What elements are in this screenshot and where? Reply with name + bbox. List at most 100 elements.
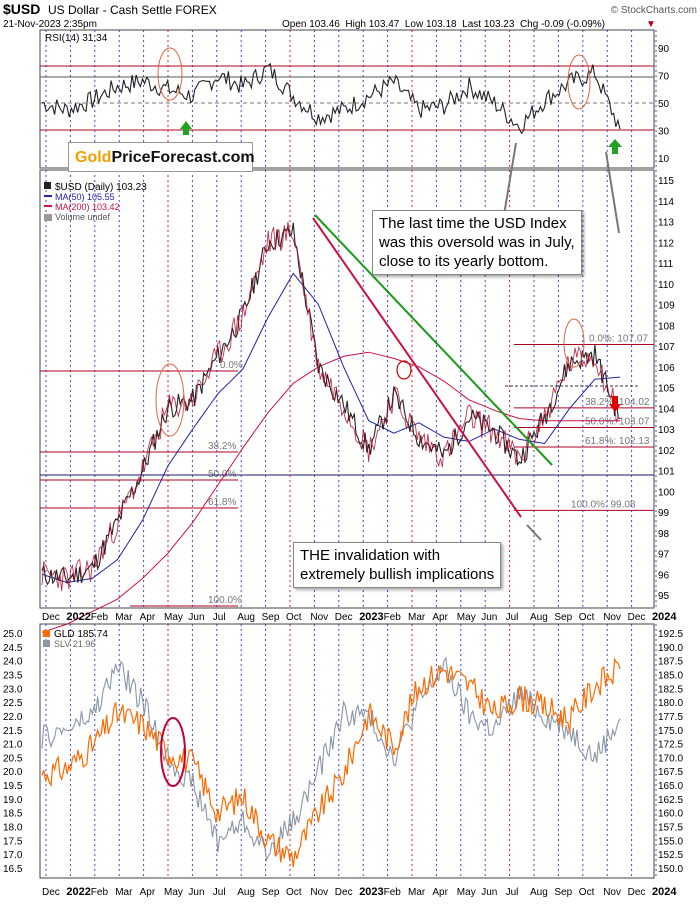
x-tick-label: Nov bbox=[603, 612, 621, 623]
x-tick-label: Jun bbox=[481, 612, 497, 623]
down-arrow-icon bbox=[609, 396, 621, 412]
x-tick-label: Feb bbox=[91, 612, 109, 623]
price-tick-label: 113 bbox=[658, 218, 674, 229]
x-tick-label: Jul bbox=[213, 612, 226, 623]
price-tick-label: 105 bbox=[658, 384, 675, 395]
x-tick-label: Jun bbox=[188, 887, 204, 898]
instrument-name: US Dollar - Cash Settle FOREX bbox=[48, 3, 217, 17]
x-tick-label: Mar bbox=[408, 887, 426, 898]
price-tick-label: 107 bbox=[658, 342, 675, 353]
gld-tick-label: 155.0 bbox=[658, 836, 683, 847]
price-tick-label: 98 bbox=[658, 529, 670, 540]
x-tick-label: Oct bbox=[286, 612, 302, 623]
quote-line: Open 103.46 High 103.47 Low 103.18 Last … bbox=[282, 19, 605, 30]
x-tick-label: Dec bbox=[335, 887, 353, 898]
slv-tick-label: 22.5 bbox=[3, 698, 23, 709]
x-tick-label: Sep bbox=[262, 612, 280, 623]
x-tick-label: Oct bbox=[579, 887, 595, 898]
gld-tick-label: 175.0 bbox=[658, 726, 683, 737]
x-tick-label: 2024 bbox=[652, 886, 677, 898]
price-tick-label: 106 bbox=[658, 363, 675, 374]
slv-tick-label: 20.5 bbox=[3, 753, 23, 764]
gld-tick-label: 182.5 bbox=[658, 684, 683, 695]
x-tick-label: 2022 bbox=[66, 886, 90, 898]
legend-ma50-swatch bbox=[44, 195, 52, 197]
slv-tick-label: 19.0 bbox=[3, 795, 23, 806]
x-tick-label: Jul bbox=[213, 887, 226, 898]
price-tick-label: 101 bbox=[658, 467, 675, 478]
gld-tick-label: 150.0 bbox=[658, 864, 683, 875]
red-trendline bbox=[312, 217, 522, 518]
price-tick-label: 96 bbox=[658, 570, 670, 581]
slv-tick-label: 23.5 bbox=[3, 670, 23, 681]
price-tick-label: 103 bbox=[658, 425, 675, 436]
rsi-tick-label: 50 bbox=[658, 99, 670, 110]
slv-tick-label: 19.5 bbox=[3, 781, 23, 792]
green-trendline bbox=[314, 214, 553, 466]
slv-tick-label: 24.0 bbox=[3, 657, 23, 668]
x-tick-label: Feb bbox=[384, 612, 402, 623]
legend-price: $USD (Daily) 103.23 bbox=[55, 182, 147, 193]
x-tick-label: Feb bbox=[91, 887, 109, 898]
gld-tick-label: 157.5 bbox=[658, 823, 683, 834]
chg-down-icon: ▼ bbox=[646, 19, 656, 30]
callout-pointer-1b bbox=[605, 151, 620, 234]
fib-label-left: 61.8% bbox=[208, 497, 236, 508]
x-tick-label: Jul bbox=[506, 612, 519, 623]
price-tick-label: 102 bbox=[658, 446, 675, 457]
callout-oversold-line-3: close to its yearly bottom. bbox=[379, 253, 549, 270]
rsi-tick-label: 30 bbox=[658, 127, 670, 138]
x-tick-label: Apr bbox=[140, 612, 156, 623]
gold-price-forecast-logo: GoldPriceForecast.com bbox=[68, 142, 255, 172]
gld-tick-label: 152.5 bbox=[658, 850, 683, 861]
x-axis-bottom: Dec 2022 Feb Mar Apr May Jun Jul Aug Sep Oct Nov Dec… bbox=[42, 886, 677, 898]
x-axis-top: Dec 2022 Feb Mar Apr May Jun Jul Aug Sep Oct Nov Dec… bbox=[42, 611, 677, 623]
x-tick-label: Nov bbox=[603, 887, 621, 898]
x-tick-label: Dec bbox=[628, 887, 646, 898]
price-tick-label: 112 bbox=[658, 238, 674, 249]
callout-invalidation: THE invalidation with extremely bullish … bbox=[293, 542, 502, 588]
price-tick-label: 104 bbox=[658, 404, 675, 415]
x-tick-label: Dec bbox=[628, 612, 646, 623]
gld-tick-label: 162.5 bbox=[658, 795, 683, 806]
slv-tick-label: 23.0 bbox=[3, 684, 23, 695]
x-tick-label: Sep bbox=[262, 887, 280, 898]
rsi-frame bbox=[39, 29, 655, 169]
x-tick-label: Feb bbox=[384, 887, 402, 898]
gld-tick-label: 192.5 bbox=[658, 629, 683, 640]
watermark: © StockCharts.com bbox=[611, 5, 697, 16]
metals-frame bbox=[39, 623, 655, 879]
legend-gld-swatch bbox=[43, 630, 50, 637]
fib-label-left: 0.0% bbox=[220, 360, 243, 371]
price-bars-red bbox=[41, 221, 621, 592]
price-tick-label: 114 bbox=[658, 197, 674, 208]
x-tick-label: Apr bbox=[432, 612, 448, 623]
slv-tick-label: 17.0 bbox=[3, 850, 23, 861]
gld-tick-label: 167.5 bbox=[658, 767, 683, 778]
metals-panel: 25.0 24.5 24.0 23.5 23.0 22.5 22.0 21.5 21.0 20.5… bbox=[3, 629, 683, 875]
ma200-line bbox=[41, 351, 620, 633]
callout-invalidation-line-2: extremely bullish implications bbox=[300, 566, 495, 583]
x-tick-label: 2023 bbox=[359, 886, 383, 898]
gld-tick-label: 172.5 bbox=[658, 740, 683, 751]
x-tick-label: Nov bbox=[310, 887, 328, 898]
metals-circle-may bbox=[160, 717, 186, 787]
rsi-line bbox=[41, 62, 621, 135]
slv-line bbox=[41, 656, 621, 862]
price-tick-label: 110 bbox=[658, 280, 674, 291]
price-legend: $USD (Daily) 103.23 MA(50) 105.55 MA(200… bbox=[44, 182, 147, 222]
price-tick-label: 111 bbox=[658, 259, 674, 270]
fib-label-right: 50.0%: 103.07 bbox=[585, 417, 650, 428]
callout-invalidation-line-1: THE invalidation with bbox=[300, 547, 441, 564]
gld-tick-label: 177.5 bbox=[658, 712, 683, 723]
gld-tick-label: 185.0 bbox=[658, 670, 683, 681]
gld-tick-label: 165.0 bbox=[658, 781, 683, 792]
fib-label-right: 0.0%: 107.07 bbox=[589, 334, 648, 345]
price-circle-mar bbox=[396, 360, 412, 380]
legend-slv-swatch bbox=[43, 640, 50, 647]
legend-gld: GLD 185.74 bbox=[54, 629, 108, 640]
gld-tick-label: 180.0 bbox=[658, 698, 683, 709]
x-tick-label: May bbox=[457, 612, 476, 623]
chart-date: 21-Nov-2023 2:35pm bbox=[3, 19, 97, 30]
rsi-up-arrow-icon bbox=[180, 121, 192, 135]
